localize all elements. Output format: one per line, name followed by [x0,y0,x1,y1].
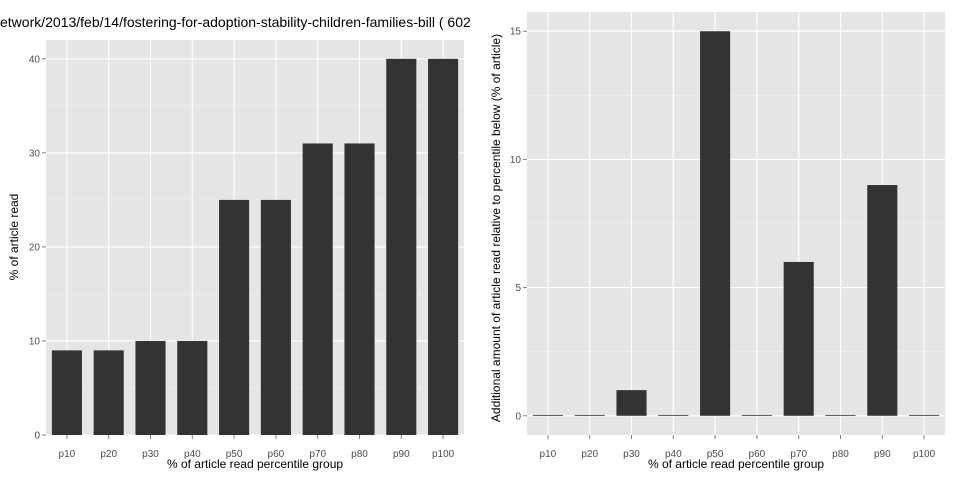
bar-p70 [783,261,814,416]
x-tick-label: p10 [59,449,76,460]
bar-p80 [344,143,375,435]
x-tick-label: p20 [100,449,117,460]
bar-p20 [93,350,124,435]
y-tick-label: 40 [29,54,41,65]
page-title: etwork/2013/feb/14/fostering-for-adoptio… [0,14,471,30]
x-tick-label: p30 [623,449,640,460]
x-tick-label: p90 [393,449,410,460]
y-tick-label: 0 [515,411,521,422]
x-tick-label: p50 [707,449,724,460]
x-tick-label: p40 [184,449,201,460]
bar-p50 [219,199,250,435]
bar-p90 [386,58,417,436]
y-tick-label: 30 [29,148,41,159]
y-tick-label: 20 [29,242,41,253]
x-tick-label: p60 [268,449,285,460]
y-tick-label: 10 [510,155,522,166]
bar-p30 [135,340,166,435]
bar-p50 [700,31,731,416]
bar-p40 [177,340,208,435]
x-axis-title: % of article read percentile group [167,457,343,471]
x-tick-label: p40 [665,449,682,460]
x-tick-label: p20 [581,449,598,460]
y-tick-label: 15 [510,27,522,38]
x-tick-label: p80 [832,449,849,460]
bar-p90 [867,185,898,416]
x-tick-label: p80 [351,449,368,460]
x-tick-label: p70 [790,449,807,460]
bar-p10 [532,414,563,416]
bar-p80 [825,414,856,416]
x-tick-label: p10 [540,449,557,460]
bar-p10 [51,350,82,435]
x-axis-title: % of article read percentile group [648,457,824,471]
bar-p20 [574,414,605,416]
x-tick-label: p50 [226,449,243,460]
y-tick-label: 0 [34,431,40,442]
x-tick-label: p60 [749,449,766,460]
y-tick-label: 5 [515,283,521,294]
bar-p100 [428,58,459,436]
bar-p100 [909,414,940,416]
x-tick-label: p100 [432,449,455,460]
bar-p70 [302,143,333,435]
x-tick-label: p30 [142,449,159,460]
bar-p40 [658,414,689,416]
bar-p60 [741,414,772,416]
y-tick-label: 10 [29,336,41,347]
x-tick-label: p70 [309,449,326,460]
x-tick-label: p100 [913,449,936,460]
bar-p60 [260,199,291,435]
right-chart-panel: 0 5 10 15 p10 p20 p30 p40 p50 p60 p70 p80 p90 p100 % o… [489,12,945,471]
y-axis-title: Additional amount of article read relati… [489,34,503,422]
y-axis-title: % of article read [7,194,21,281]
left-chart-panel: 0 10 20 30 40 p10 p20 p30 p40 p50 p60 p70 p80 p90 p100… [7,40,464,471]
bar-p30 [616,390,647,416]
x-tick-label: p90 [874,449,891,460]
